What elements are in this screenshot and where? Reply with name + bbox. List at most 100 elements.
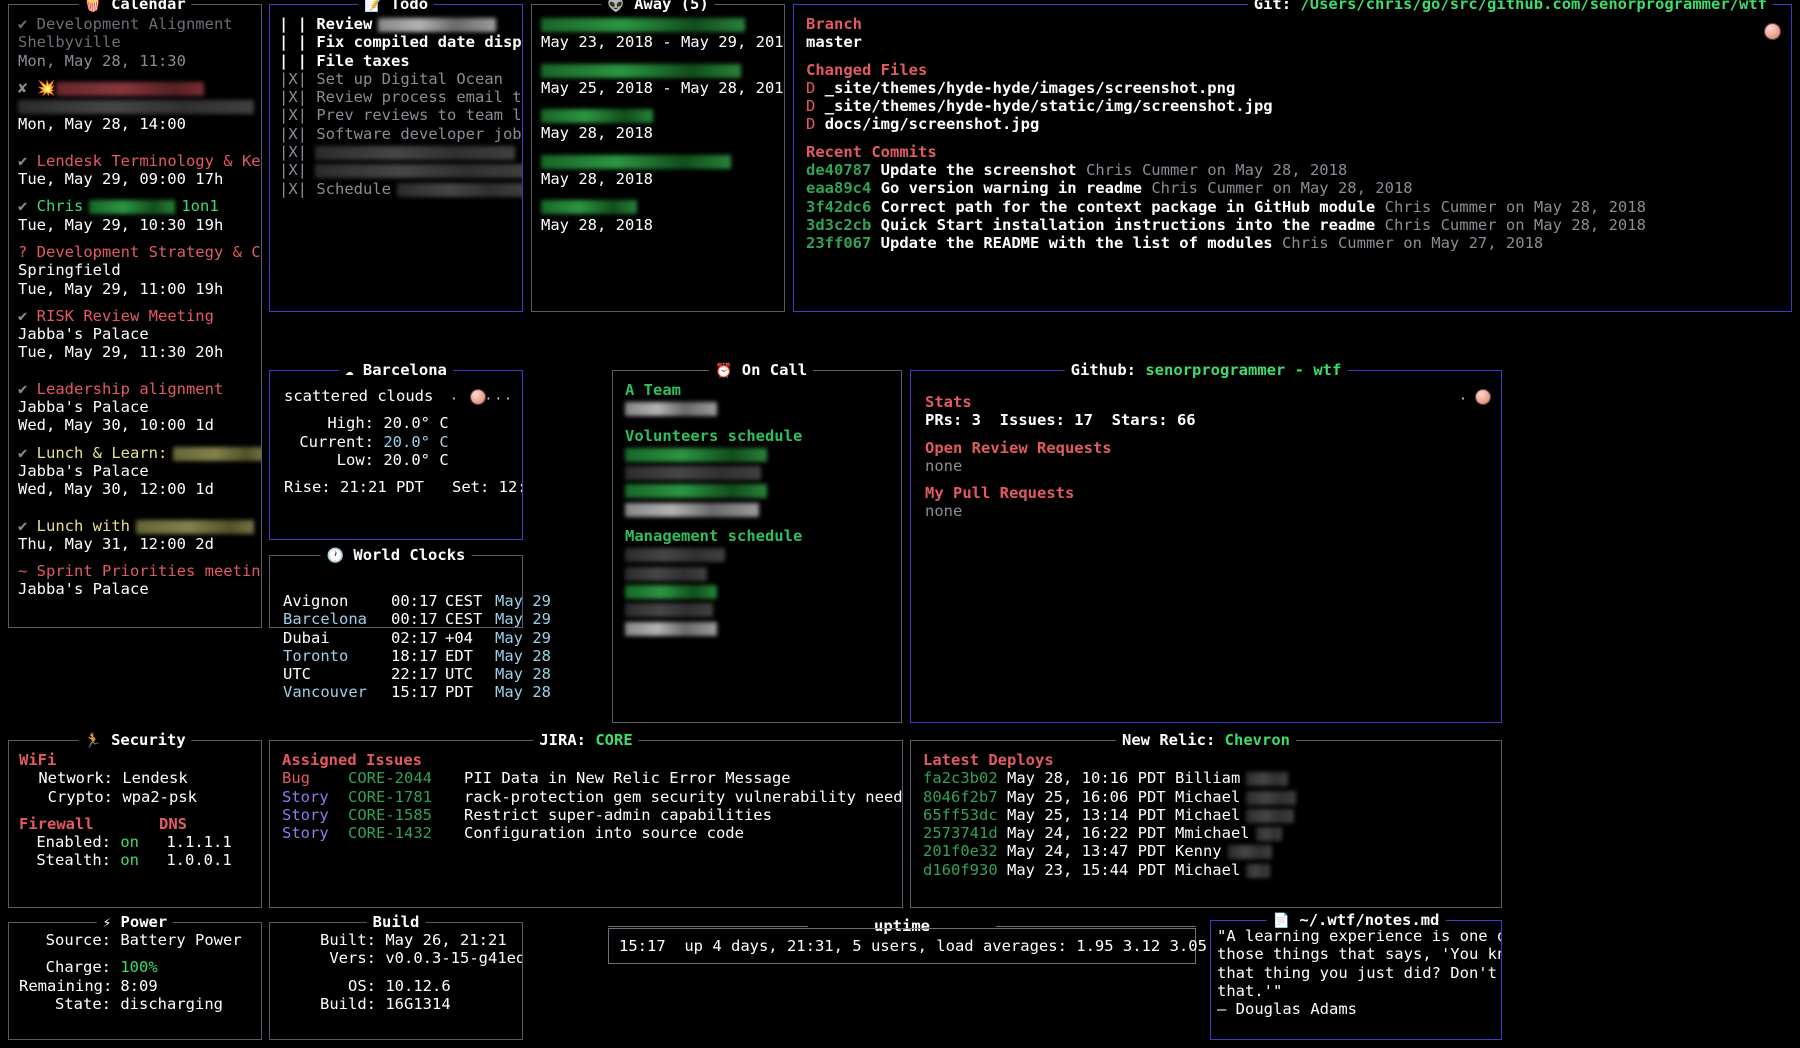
- calendar-event[interactable]: ✔ Lendesk Terminology & Key Conc: [18, 151, 261, 170]
- clock-row: UTC 22:17 UTC May 28: [283, 665, 551, 684]
- calendar-event[interactable]: ~ Sprint Priorities meeting: [18, 562, 261, 581]
- build-os: OS: 10.12.6: [348, 976, 451, 995]
- cloud-icon: ☁: [345, 363, 354, 379]
- git-commit: eaa89c4 Go version warning in readme Chr…: [806, 179, 1413, 198]
- avatar: [1764, 23, 1781, 40]
- todo-item[interactable]: |X| Software developer job desc: [279, 124, 522, 143]
- calendar-event[interactable]: ✘ 💥: [18, 79, 252, 97]
- panel-world-clocks[interactable]: 🕐 World Clocks: [269, 545, 523, 628]
- redacted-text: [625, 566, 707, 581]
- avatar: [1475, 389, 1491, 405]
- jira-issue[interactable]: Story CORE-1781 rack-protection gem securi…: [282, 787, 902, 806]
- alarm-clock-icon: ⏰: [715, 363, 733, 379]
- git-body: Branch master Changed Files D _site/them…: [794, 5, 1791, 311]
- redacted-text: [173, 446, 261, 461]
- on-call-body: A Team Volunteers schedule Management sc…: [613, 371, 901, 722]
- security-crypto: Crypto: wpa2-psk: [47, 787, 197, 806]
- todo-item[interactable]: | | File taxes: [279, 51, 410, 70]
- redacted-text: [397, 182, 522, 197]
- panel-weather-title: ☁ Barcelona: [339, 360, 453, 380]
- deploy-row: 201f0e32 May 24, 13:47 PDT Kenny: [923, 842, 1492, 860]
- panel-notes[interactable]: 📄 ~/.wtf/notes.md "A learning experience…: [1210, 910, 1502, 1040]
- redacted-text: [89, 200, 176, 215]
- todo-item[interactable]: |X|: [279, 143, 515, 161]
- panel-jira-title: JIRA: CORE: [533, 730, 639, 750]
- git-commit: 3f42dc6 Correct path for the context pac…: [806, 197, 1646, 216]
- todo-item[interactable]: |X| Review process email to team: [279, 88, 522, 107]
- calendar-event[interactable]: ✔ Lunch with: [18, 517, 254, 535]
- away-dates: May 23, 2018 - May 29, 2018: [541, 33, 784, 52]
- todo-item[interactable]: |X| Schedule: [279, 180, 522, 198]
- notes-line: that.'": [1217, 981, 1283, 1000]
- git-changed-file: D _site/themes/hyde-hyde/images/screensh…: [806, 78, 1236, 97]
- panel-build[interactable]: Build Built: May 26, 21:21 Vers: v0.0.3-…: [269, 912, 523, 1040]
- todo-item[interactable]: | | Review: [279, 15, 513, 33]
- security-subheaders: Firewall DNS: [19, 814, 187, 833]
- build-build: Build: 16G1314: [320, 994, 451, 1013]
- calendar-event[interactable]: ✔ Leadership alignment: [18, 379, 224, 398]
- git-commit: 3d3c2cb Quick Start installation instruc…: [806, 215, 1646, 234]
- away-dates: May 28, 2018: [541, 124, 653, 143]
- panel-uptime-title-wrap: uptime: [608, 917, 1196, 936]
- on-call-section-header: A Team: [625, 381, 681, 399]
- redacted-text: [625, 548, 725, 563]
- jira-issue[interactable]: Bug CORE-2044 PII Data in New Relic Error …: [282, 769, 791, 788]
- jira-issue[interactable]: Story CORE-1585 Restrict super-admin capab…: [282, 805, 772, 824]
- todo-item[interactable]: |X| Set up Digital Ocean: [279, 69, 503, 88]
- weather-low: Low: 20.0° C: [336, 450, 449, 469]
- notes-line: those things that says, 'You know: [1217, 945, 1501, 964]
- panel-todo[interactable]: 📝 Todo | | Review | | Fix compiled date …: [269, 0, 523, 312]
- on-call-section-header: Management schedule: [625, 527, 803, 546]
- github-body: Stats PRs: 3 Issues: 17 Stars: 66 Open R…: [911, 371, 1501, 722]
- security-stealth: Stealth: on 1.0.0.1: [36, 851, 232, 870]
- panel-new-relic[interactable]: New Relic: Chevron Latest Deploys fa2c3b…: [910, 730, 1502, 908]
- todo-item[interactable]: |X|: [279, 161, 522, 179]
- todo-item[interactable]: |X| Prev reviews to team leads: [279, 106, 522, 125]
- panel-security[interactable]: 🏃 Security WiFi Network: Lendesk Crypto:…: [8, 730, 262, 908]
- panel-on-call[interactable]: ⏰ On Call A Team Volunteers schedule Man…: [612, 360, 902, 723]
- redacted-text: [1246, 863, 1271, 878]
- panel-uptime[interactable]: 15:17 up 4 days, 21:31, 5 users, load av…: [608, 928, 1207, 964]
- security-enabled: Enabled: on 1.1.1.1: [36, 833, 232, 852]
- redacted-text: [541, 18, 745, 32]
- git-changed-file: D docs/img/screenshot.jpg: [806, 115, 1040, 134]
- todo-item[interactable]: | | Fix compiled date display bug: [279, 33, 522, 52]
- panel-jira[interactable]: JIRA: CORE Assigned Issues Bug CORE-2044 P…: [269, 730, 903, 908]
- jira-body: Assigned Issues Bug CORE-2044 PII Data in …: [282, 751, 902, 843]
- redacted-text: [541, 154, 731, 169]
- jira-issue[interactable]: Story CORE-1432 Configuration into source …: [282, 824, 744, 843]
- panel-git-title: Git: /Users/chris/go/src/github.com/seno…: [1247, 0, 1773, 14]
- redacted-text: [1227, 845, 1272, 860]
- panel-github-title: Github: senorprogrammer - wtf: [1064, 360, 1348, 380]
- clock-row: Barcelona 00:17 CEST May 29: [283, 610, 551, 629]
- popcorn-icon: 🍿: [84, 0, 102, 13]
- calendar-event[interactable]: ✔ Chris 1on1: [18, 197, 219, 216]
- build-vers: Vers: v0.0.3-15-g41ed43_maste: [329, 949, 522, 968]
- calendar-event[interactable]: ✔ RISK Review Meeting: [18, 306, 214, 325]
- clock-row: Vancouver 15:17 PDT May 28: [283, 683, 551, 702]
- panel-calendar[interactable]: 🍿 Calendar ✔ Development Alignment Shelb…: [8, 0, 262, 628]
- deploy-row: fa2c3b02 May 28, 10:16 PDT Billiam: [923, 769, 1492, 787]
- redacted-text: [136, 519, 254, 534]
- away-body: May 23, 2018 - May 29, 2018 May 25, 2018…: [532, 5, 784, 311]
- weather-current: Current: 20.0° C: [299, 432, 449, 451]
- panel-git[interactable]: Git: /Users/chris/go/src/github.com/seno…: [793, 0, 1792, 312]
- deploy-row: d160f930 May 23, 15:44 PDT Michael: [923, 861, 1492, 879]
- redacted-text: [625, 621, 717, 636]
- calendar-event[interactable]: ? Development Strategy & Catch U: [18, 242, 261, 261]
- status-dot: ·: [450, 392, 460, 407]
- notes-line: — Douglas Adams: [1217, 1000, 1357, 1019]
- panel-away-title: 👽 Away (5): [601, 0, 715, 14]
- panel-weather[interactable]: ☁ Barcelona ··· · scattered clouds High:…: [269, 360, 523, 540]
- redacted-text: [541, 200, 637, 215]
- status-dot: ·: [1459, 392, 1469, 407]
- on-call-section-header: Volunteers schedule: [625, 426, 803, 445]
- new-relic-body: Latest Deploys fa2c3b02 May 28, 10:16 PD…: [911, 741, 1501, 907]
- calendar-event[interactable]: ✔ Development Alignment: [18, 15, 233, 33]
- calendar-event[interactable]: ✔ Lunch & Learn:: [18, 444, 261, 462]
- redacted-text: [1246, 790, 1297, 805]
- panel-away[interactable]: 👽 Away (5) May 23, 2018 - May 29, 2018 M…: [531, 0, 785, 312]
- panel-power[interactable]: ⚡ Power Source: Battery Power Charge: 10…: [8, 912, 262, 1040]
- panel-github[interactable]: Github: senorprogrammer - wtf · Stats PR…: [910, 360, 1502, 723]
